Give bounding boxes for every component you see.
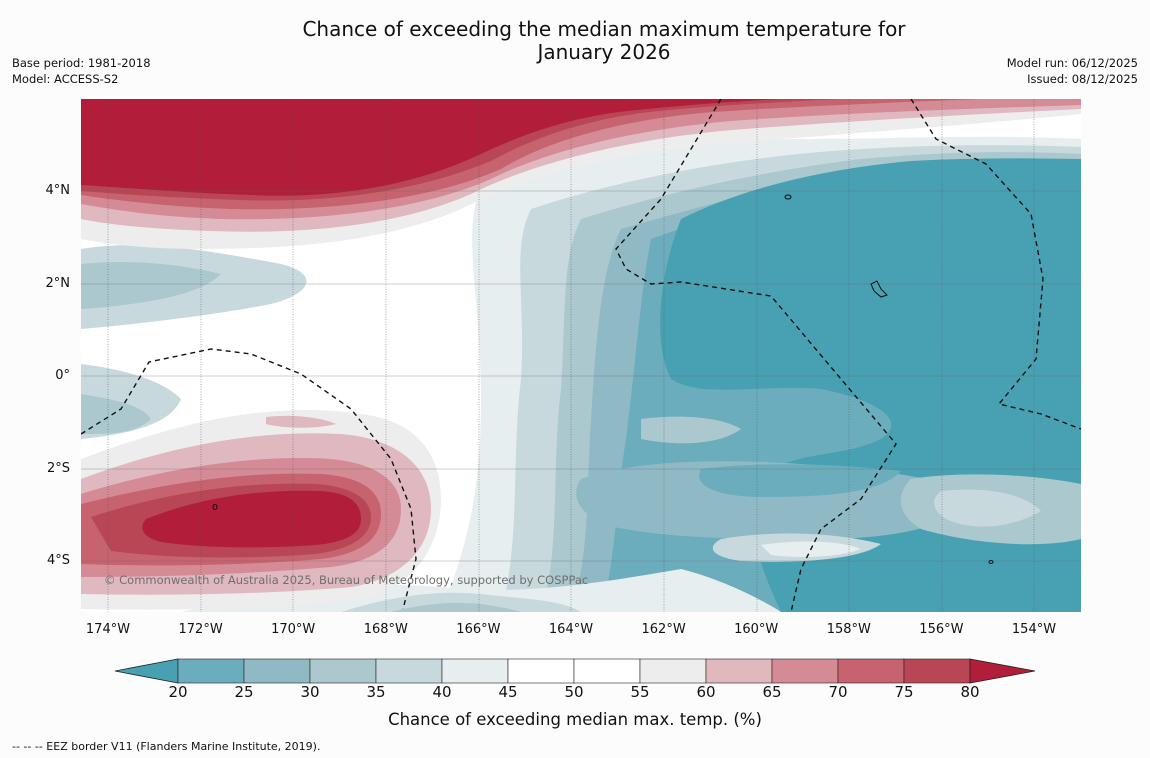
probability-map [81,99,1081,612]
latitude-label: 0° [55,368,70,383]
longitude-label: 168°W [363,622,408,637]
colorbar-extend-high [969,658,1036,684]
model-info: Base period: 1981-2018 Model: ACCESS-S2 [12,55,151,87]
island [988,560,994,564]
eez-border [910,99,1081,430]
longitude-label: 160°W [734,622,779,637]
chart-title: Chance of exceeding the median maximum t… [204,18,1004,64]
colorbar-tick-label: 55 [630,683,650,701]
colorbar-extend-low [114,658,179,684]
colorbar-tick-label: 25 [234,683,254,701]
colorbar-box [837,658,905,684]
longitude-label: 170°W [271,622,316,637]
run-info: Model run: 06/12/2025 Issued: 08/12/2025 [1007,55,1138,87]
eez-legend: -- -- -- EEZ border V11 (Flanders Marine… [12,740,321,753]
colorbar-tick-label: 70 [828,683,848,701]
issued-date: Issued: 08/12/2025 [1027,72,1138,86]
model-run-date: Model run: 06/12/2025 [1006,56,1138,70]
longitude-label: 164°W [548,622,594,637]
model-name: Model: ACCESS-S2 [12,72,119,86]
colorbar-box [573,658,641,684]
copyright-notice: © Commonwealth of Australia 2025, Bureau… [104,573,589,587]
colorbar-box [903,658,971,684]
colorbar-box [177,658,245,684]
longitude-label: 172°W [178,622,223,637]
colorbar-tick-label: 20 [168,683,188,701]
colorbar-tick-label: 50 [564,683,584,701]
colorbar-box [309,658,377,684]
colorbar-box [441,658,509,684]
colorbar-tick-label: 30 [300,683,320,701]
colorbar-tick-label: 65 [762,683,782,701]
title-line-2: January 2026 [537,40,671,64]
colorbar-box [243,658,311,684]
colorbar-tick-label: 75 [894,683,914,701]
eez-border [615,99,897,612]
colorbar-tick-label: 35 [366,683,386,701]
longitude-label: 166°W [456,622,501,637]
colorbar-tick-label: 80 [960,683,980,701]
latitude-label: 4°N [45,183,71,198]
longitude-label: 154°W [1011,622,1057,637]
eez-border [81,348,417,610]
longitude-label: 174°W [85,622,131,637]
latitude-label: 4°S [46,553,70,568]
base-period: Base period: 1981-2018 [12,56,151,70]
longitude-label: 158°W [826,622,871,637]
colorbar [114,658,1036,684]
latitude-lines [81,190,1081,562]
colorbar-label: Chance of exceeding median max. temp. (%… [388,710,762,729]
colorbar-box [639,658,707,684]
colorbar-box [771,658,839,684]
colorbar-tick-label: 40 [432,683,452,701]
colorbar-box [705,658,773,684]
latitude-label: 2°S [46,461,70,476]
eez-borders [81,99,1081,612]
island [784,194,792,200]
graticule [107,99,1035,612]
title-line-1: Chance of exceeding the median maximum t… [302,17,906,41]
colorbar-tick-label: 45 [498,683,518,701]
colorbar-box [507,658,575,684]
island [212,504,218,510]
island [870,280,888,298]
longitude-label: 162°W [641,622,686,637]
colorbar-tick-label: 60 [696,683,716,701]
longitude-label: 156°W [919,622,964,637]
latitude-label: 2°N [45,276,71,291]
colorbar-box [375,658,443,684]
islands [212,194,994,564]
map-fill [81,99,1081,612]
